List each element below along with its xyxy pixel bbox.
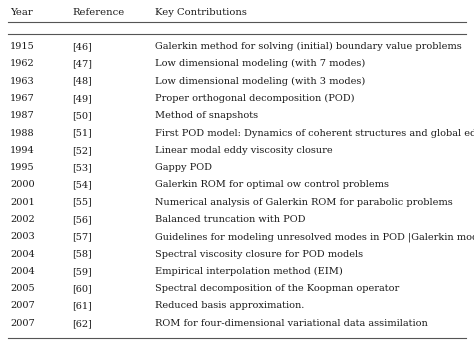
Text: First POD model: Dynamics of coherent structures and global eddy viscosity m-: First POD model: Dynamics of coherent st…	[155, 129, 474, 138]
Text: [51]: [51]	[72, 129, 92, 138]
Text: 2007: 2007	[10, 301, 35, 310]
Text: Galerkin method for solving (initial) boundary value problems: Galerkin method for solving (initial) bo…	[155, 42, 462, 51]
Text: [47]: [47]	[72, 59, 92, 68]
Text: 1988: 1988	[10, 129, 35, 138]
Text: Spectral viscosity closure for POD models: Spectral viscosity closure for POD model…	[155, 250, 363, 259]
Text: Low dimensional modeling (with 7 modes): Low dimensional modeling (with 7 modes)	[155, 59, 365, 68]
Text: Gappy POD: Gappy POD	[155, 163, 212, 172]
Text: Low dimensional modeling (with 3 modes): Low dimensional modeling (with 3 modes)	[155, 76, 365, 86]
Text: [48]: [48]	[72, 76, 92, 86]
Text: [58]: [58]	[72, 250, 92, 259]
Text: [61]: [61]	[72, 301, 92, 310]
Text: ROM for four-dimensional variational data assimilation: ROM for four-dimensional variational dat…	[155, 319, 428, 328]
Text: 2003: 2003	[10, 232, 35, 241]
Text: [55]: [55]	[72, 198, 92, 207]
Text: Proper orthogonal decomposition (POD): Proper orthogonal decomposition (POD)	[155, 94, 355, 103]
Text: [56]: [56]	[72, 215, 92, 224]
Text: [53]: [53]	[72, 163, 92, 172]
Text: Galerkin ROM for optimal ow control problems: Galerkin ROM for optimal ow control prob…	[155, 180, 389, 189]
Text: 1995: 1995	[10, 163, 35, 172]
Text: [46]: [46]	[72, 42, 92, 51]
Text: Guidelines for modeling unresolved modes in POD |Galerkin models: Guidelines for modeling unresolved modes…	[155, 232, 474, 242]
Text: Reduced basis approximation.: Reduced basis approximation.	[155, 301, 304, 310]
Text: 1915: 1915	[10, 42, 35, 51]
Text: Method of snapshots: Method of snapshots	[155, 111, 258, 120]
Text: [50]: [50]	[72, 111, 92, 120]
Text: Empirical interpolation method (EIM): Empirical interpolation method (EIM)	[155, 267, 343, 276]
Text: 1987: 1987	[10, 111, 35, 120]
Text: 2000: 2000	[10, 180, 35, 189]
Text: 1963: 1963	[10, 76, 35, 86]
Text: 2004: 2004	[10, 250, 35, 259]
Text: Reference: Reference	[72, 8, 124, 17]
Text: Key Contributions: Key Contributions	[155, 8, 247, 17]
Text: 2001: 2001	[10, 198, 35, 207]
Text: [62]: [62]	[72, 319, 92, 328]
Text: [60]: [60]	[72, 284, 92, 293]
Text: Spectral decomposition of the Koopman operator: Spectral decomposition of the Koopman op…	[155, 284, 399, 293]
Text: [52]: [52]	[72, 146, 92, 155]
Text: [54]: [54]	[72, 180, 92, 189]
Text: 1962: 1962	[10, 59, 35, 68]
Text: 2002: 2002	[10, 215, 35, 224]
Text: [57]: [57]	[72, 232, 92, 241]
Text: Balanced truncation with POD: Balanced truncation with POD	[155, 215, 306, 224]
Text: [49]: [49]	[72, 94, 92, 103]
Text: 2007: 2007	[10, 319, 35, 328]
Text: [59]: [59]	[72, 267, 92, 276]
Text: 1994: 1994	[10, 146, 35, 155]
Text: 2004: 2004	[10, 267, 35, 276]
Text: 2005: 2005	[10, 284, 35, 293]
Text: 1967: 1967	[10, 94, 35, 103]
Text: Numerical analysis of Galerkin ROM for parabolic problems: Numerical analysis of Galerkin ROM for p…	[155, 198, 453, 207]
Text: Linear modal eddy viscosity closure: Linear modal eddy viscosity closure	[155, 146, 333, 155]
Text: Year: Year	[10, 8, 33, 17]
